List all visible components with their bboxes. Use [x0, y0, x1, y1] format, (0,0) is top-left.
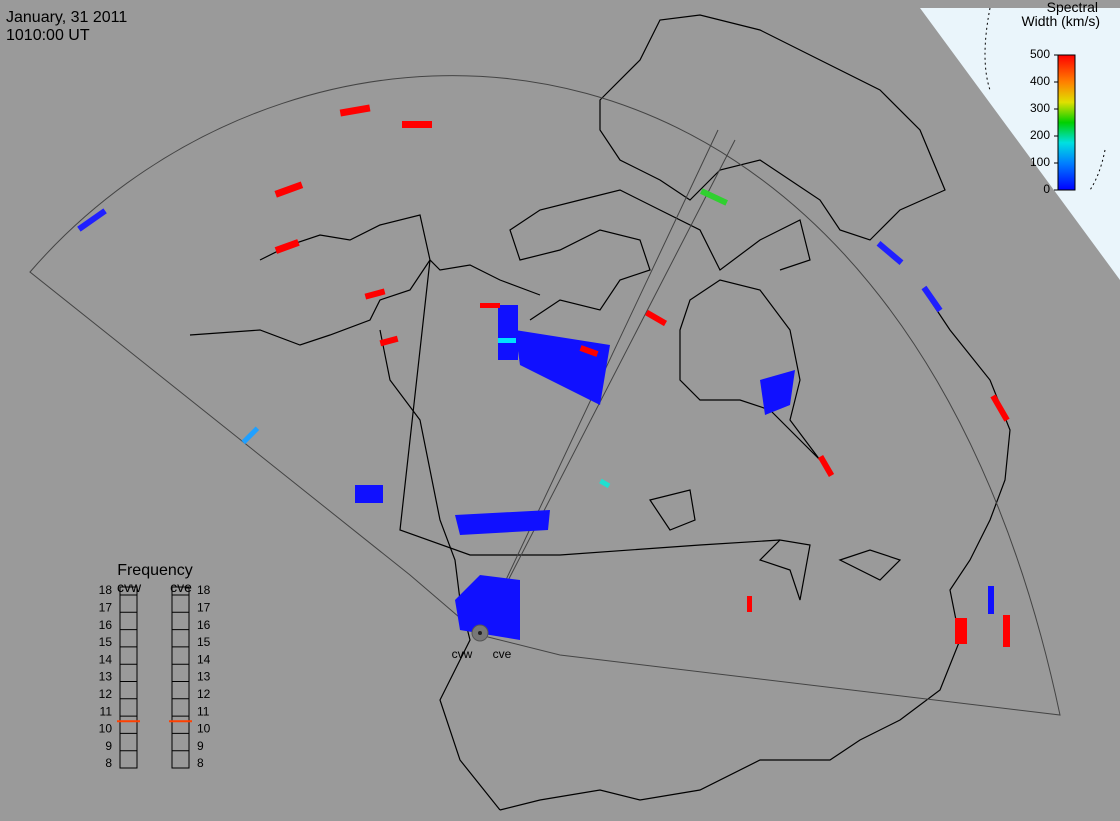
colorbar-title: Width (km/s) — [1021, 13, 1100, 29]
borders — [399, 259, 781, 556]
frequency-tick-label: 14 — [197, 652, 211, 666]
frequency-tick-label: 16 — [197, 618, 211, 632]
frequency-tick-label: 12 — [99, 687, 113, 701]
colorbar — [1057, 54, 1076, 191]
frequency-tick-label: 16 — [99, 618, 113, 632]
date-label: January, 31 2011 — [6, 9, 127, 26]
frequency-tick-label: 11 — [100, 704, 113, 718]
frequency-tick-label: 17 — [99, 600, 113, 614]
time-label: 1010:00 UT — [6, 27, 90, 44]
colorbar-tick-label: 200 — [1030, 128, 1050, 142]
frequency-tick-label: 15 — [197, 635, 211, 649]
frequency-tick-label: 17 — [197, 600, 211, 614]
colorbar-tick-label: 0 — [1043, 182, 1050, 196]
frequency-tick-label: 11 — [197, 704, 210, 718]
frequency-title: Frequency — [117, 562, 193, 579]
frequency-tick-label: 13 — [197, 670, 211, 684]
frequency-tick-label: 13 — [99, 670, 113, 684]
frequency-tick-label: 10 — [99, 722, 113, 736]
colorbar-tick-label: 300 — [1030, 101, 1050, 115]
latitude-circle — [984, 7, 1106, 191]
frequency-tick-label: 10 — [197, 722, 211, 736]
frequency-tick-label: 18 — [99, 583, 113, 597]
frequency-tick-label: 9 — [105, 739, 112, 753]
colorbar-tick-label: 400 — [1030, 74, 1050, 88]
radar-label: cve — [493, 647, 512, 661]
frequency-tick-label: 15 — [99, 635, 113, 649]
frequency-tick-label: 18 — [197, 583, 211, 597]
colorbar-title: Spectral — [1047, 0, 1098, 15]
frequency-tick-label: 8 — [197, 756, 204, 770]
radar-label: cvw — [452, 647, 473, 661]
frequency-tick-label: 9 — [197, 739, 204, 753]
frequency-tick-label: 8 — [105, 756, 112, 770]
echoes — [77, 104, 1010, 647]
colorbar-tick-label: 100 — [1030, 155, 1050, 169]
colorbar-tick-label: 500 — [1030, 47, 1050, 61]
radar-site — [478, 631, 482, 635]
frequency-tick-label: 14 — [99, 652, 113, 666]
coastlines — [189, 14, 1011, 811]
frequency-tick-label: 12 — [197, 687, 211, 701]
